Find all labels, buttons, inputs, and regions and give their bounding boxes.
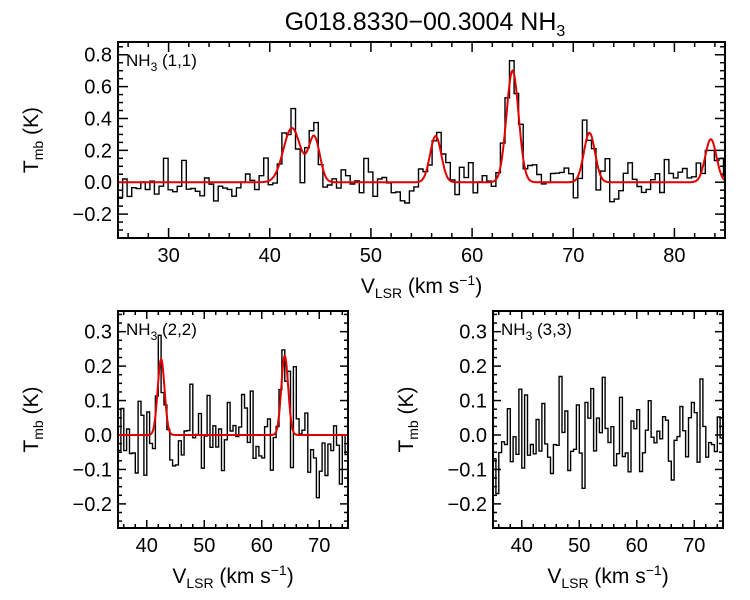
title-main: G018.8330−00.3004 NH	[285, 8, 557, 36]
xlabel-suffix: (km s	[214, 565, 271, 588]
y-tick-label: 0.2	[84, 140, 112, 162]
y-tick-label: 0.3	[84, 322, 112, 344]
plot-frame	[117, 41, 726, 239]
y-tick-label: −0.1	[448, 459, 487, 481]
xlabel-base: V	[172, 565, 186, 588]
xlabel-suffix: (km s	[589, 565, 646, 588]
x-tick-label: 40	[136, 535, 158, 557]
ylabel-subscript: mb	[405, 420, 421, 440]
panel-nh3-33: 40 50 60 70 −0.2 −0.1 0.0 0.1 0.2 0.3 NH3 (3,3) VLS…	[395, 310, 724, 591]
y-tick-label: 0.0	[459, 425, 487, 447]
observed-spectrum	[493, 375, 723, 495]
x-tick-label: 60	[461, 245, 483, 267]
x-tick-label: 70	[683, 535, 705, 557]
ylabel-suffix: (K)	[20, 386, 43, 420]
panel-label-suffix: (2,2)	[157, 320, 197, 339]
x-tick-label: 50	[360, 245, 382, 267]
xlabel-superscript: −1	[646, 562, 662, 578]
y-axis-title: Tmb (K)	[395, 386, 421, 452]
x-axis-title: VLSR (km s−1)	[361, 272, 482, 301]
y-tick-label: −0.2	[448, 494, 487, 516]
xlabel-superscript: −1	[271, 562, 287, 578]
panel-label-subscript: 3	[526, 329, 533, 343]
figure-title: G018.8330−00.3004 NH3	[285, 8, 566, 40]
xlabel-superscript: −1	[459, 272, 475, 288]
x-tick-label: 50	[193, 535, 215, 557]
panel-label-base: NH	[501, 320, 526, 339]
xlabel-close: )	[475, 275, 482, 298]
panel-label: NH3 (2,2)	[126, 320, 197, 343]
fit-curve	[118, 69, 725, 184]
y-axis-title: Tmb (K)	[20, 386, 46, 452]
y-tick-label: 0.3	[459, 322, 487, 344]
y-tick-label: 0.6	[84, 77, 112, 99]
y-tick-label: 0.0	[84, 172, 112, 194]
panel-label: NH3 (3,3)	[501, 320, 572, 343]
x-tick-label: 50	[568, 535, 590, 557]
xlabel-subscript: LSR	[186, 575, 213, 591]
ylabel-suffix: (K)	[395, 386, 418, 420]
ylabel-subscript: mb	[30, 420, 46, 440]
ylabel-suffix: (K)	[20, 107, 43, 141]
panel-label: NH3 (1,1)	[126, 51, 197, 74]
x-tick-label: 40	[259, 245, 281, 267]
xlabel-close: )	[287, 565, 294, 588]
panel-label-base: NH	[126, 51, 151, 70]
y-tick-label: 0.0	[84, 425, 112, 447]
x-axis-title: VLSR (km s−1)	[547, 562, 668, 591]
y-tick-label: 0.8	[84, 45, 112, 67]
y-tick-label: 0.1	[84, 391, 112, 413]
x-tick-label: 70	[308, 535, 330, 557]
panel-label-suffix: (1,1)	[157, 51, 197, 70]
y-tick-label: 0.2	[459, 356, 487, 378]
x-tick-label: 60	[626, 535, 648, 557]
xlabel-base: V	[361, 275, 375, 298]
y-tick-label: −0.2	[73, 494, 112, 516]
xlabel-subscript: LSR	[561, 575, 588, 591]
axis-ticks	[118, 311, 348, 528]
x-axis-title: VLSR (km s−1)	[172, 562, 293, 591]
panel-label-base: NH	[126, 320, 151, 339]
ylabel-base: T	[20, 440, 43, 453]
y-tick-label: −0.1	[73, 459, 112, 481]
ylabel-subscript: mb	[30, 141, 46, 161]
fit-curve	[118, 354, 348, 436]
ylabel-base: T	[20, 160, 43, 173]
y-tick-label: −0.2	[73, 204, 112, 226]
y-tick-label: 0.2	[84, 356, 112, 378]
x-tick-label: 80	[663, 245, 685, 267]
axis-ticks	[118, 42, 725, 238]
y-tick-label: 0.1	[459, 391, 487, 413]
xlabel-suffix: (km s	[402, 275, 459, 298]
panel-label-suffix: (3,3)	[532, 320, 572, 339]
observed-spectrum	[118, 60, 725, 204]
x-tick-label: 40	[511, 535, 533, 557]
xlabel-base: V	[547, 565, 561, 588]
x-tick-label: 60	[251, 535, 273, 557]
x-tick-label: 30	[157, 245, 179, 267]
plot-frame	[117, 310, 349, 529]
plot-frame	[492, 310, 724, 529]
panel-label-subscript: 3	[151, 60, 158, 74]
panel-label-subscript: 3	[151, 329, 158, 343]
title-subscript: 3	[556, 23, 565, 40]
x-tick-label: 70	[562, 245, 584, 267]
observed-spectrum	[118, 334, 348, 499]
xlabel-close: )	[662, 565, 669, 588]
panel-nh3-11: 30 40 50 60 70 80 −0.2 0.0 0.2 0.4 0.6 0.8 NH3 (1,1)…	[20, 41, 726, 301]
xlabel-subscript: LSR	[375, 285, 402, 301]
panel-nh3-22: 40 50 60 70 −0.2 −0.1 0.0 0.1 0.2 0.3 NH3 (2,2) VLS…	[20, 310, 349, 591]
y-axis-title: Tmb (K)	[20, 107, 46, 173]
y-tick-label: 0.4	[84, 108, 112, 130]
ylabel-base: T	[395, 440, 418, 453]
